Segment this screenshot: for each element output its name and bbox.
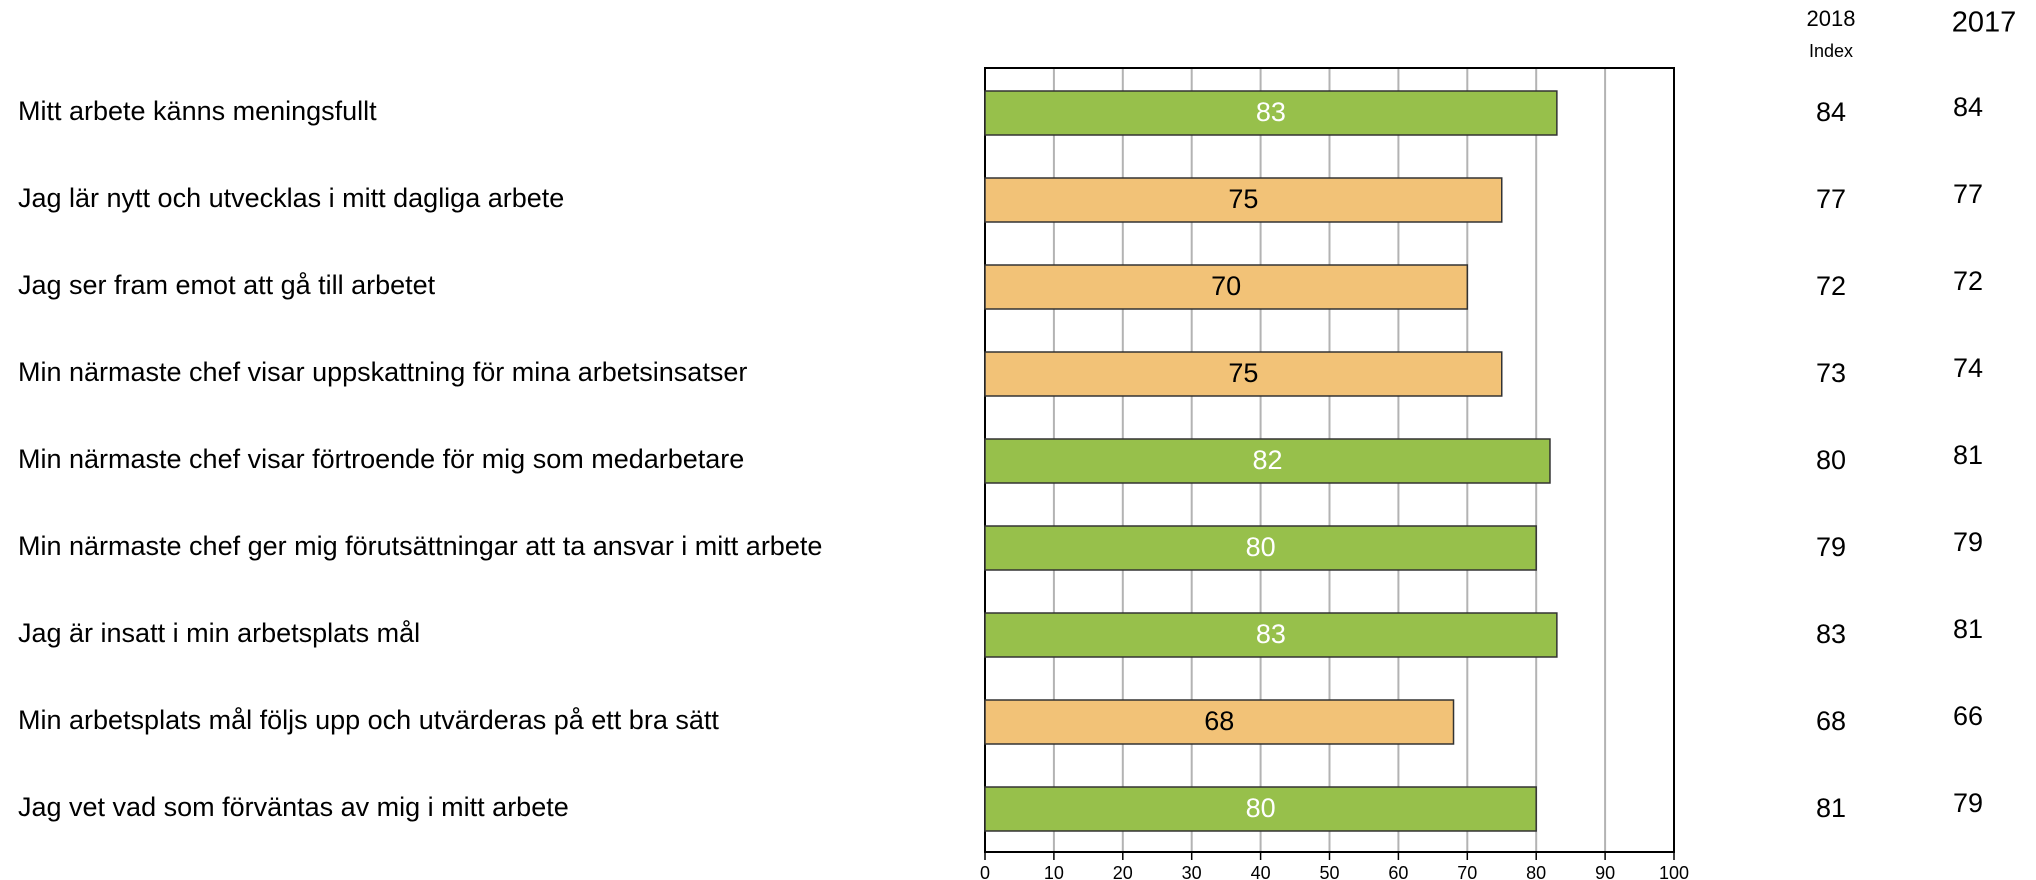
value-2017: 77: [1953, 179, 1983, 209]
index-2018-value: 79: [1816, 532, 1846, 562]
index-2018-value: 83: [1816, 619, 1846, 649]
x-tick-label: 90: [1595, 863, 1615, 880]
x-tick-label: 60: [1388, 863, 1408, 880]
value-label: 83: [1256, 619, 1286, 649]
value-2017: 72: [1953, 266, 1983, 296]
x-tick-label: 20: [1113, 863, 1133, 880]
index-2018-value: 81: [1816, 793, 1846, 823]
x-tick-label: 30: [1182, 863, 1202, 880]
value-label: 83: [1256, 97, 1286, 127]
value-label: 75: [1228, 358, 1258, 388]
category-label: Jag lär nytt och utvecklas i mitt daglig…: [18, 183, 564, 213]
category-label: Min arbetsplats mål följs upp och utvärd…: [18, 705, 719, 735]
x-tick-label: 40: [1251, 863, 1271, 880]
value-label: 80: [1246, 532, 1276, 562]
category-label: Jag ser fram emot att gå till arbetet: [18, 270, 436, 300]
value-2017: 79: [1953, 788, 1983, 818]
index-2018-value: 80: [1816, 445, 1846, 475]
value-label: 70: [1211, 271, 1241, 301]
category-label: Mitt arbete känns meningsfullt: [18, 96, 377, 126]
category-label: Jag vet vad som förväntas av mig i mitt …: [18, 792, 569, 822]
column-title: 2017: [1952, 7, 2017, 39]
bar: [984, 699, 1455, 745]
value-label: 68: [1204, 706, 1234, 736]
bar: [984, 177, 1503, 223]
index-2018-value: 84: [1816, 97, 1846, 127]
value-2017: 81: [1953, 614, 1983, 644]
value-2017: 81: [1953, 440, 1983, 470]
category-label: Min närmaste chef visar förtroende för m…: [18, 444, 744, 474]
bar: [984, 525, 1537, 571]
x-tick-label: 10: [1044, 863, 1064, 880]
bar: [984, 612, 1558, 658]
value-2017: 66: [1953, 701, 1983, 731]
category-label: Min närmaste chef ger mig förutsättninga…: [18, 531, 822, 561]
bar: [984, 90, 1558, 136]
value-label: 75: [1228, 184, 1258, 214]
value-label: 80: [1246, 793, 1276, 823]
bar: [984, 786, 1537, 832]
value-label: 82: [1252, 445, 1282, 475]
bar: [984, 264, 1469, 310]
bar: [984, 351, 1503, 397]
index-2018-value: 73: [1816, 358, 1846, 388]
index-2018-value: 72: [1816, 271, 1846, 301]
value-2017: 84: [1953, 92, 1983, 122]
x-tick-label: 100: [1659, 863, 1689, 880]
index-2018-value: 77: [1816, 184, 1846, 214]
x-tick-label: 0: [980, 863, 990, 880]
value-2017: 74: [1953, 353, 1983, 383]
column-title: 2018: [1807, 6, 1856, 31]
bar: [984, 438, 1551, 484]
x-tick-label: 50: [1319, 863, 1339, 880]
x-tick-label: 70: [1457, 863, 1477, 880]
value-2017: 79: [1953, 527, 1983, 557]
column-subtitle: Index: [1809, 41, 1853, 61]
index-2018-value: 68: [1816, 706, 1846, 736]
category-label: Jag är insatt i min arbetsplats mål: [18, 618, 420, 648]
category-label: Min närmaste chef visar uppskattning för…: [18, 357, 747, 387]
x-tick-label: 80: [1526, 863, 1546, 880]
